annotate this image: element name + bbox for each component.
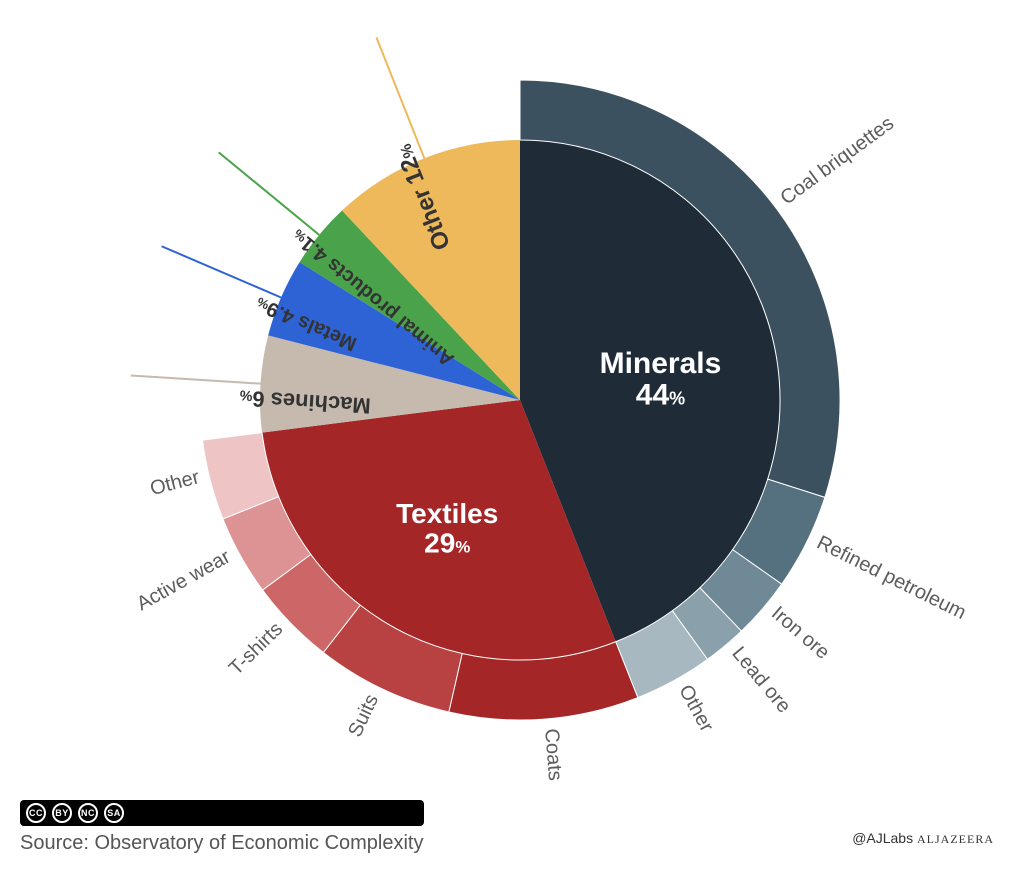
segment-label-active: Active wear — [133, 546, 234, 616]
segment-label-refpet: Refined petroleum — [813, 532, 969, 624]
pie-chart: Coal briquettes Refined petroleumIron ore… — [0, 0, 1024, 877]
leader-other — [376, 37, 424, 158]
cc-icon: CC — [26, 803, 46, 823]
segment-label-leadore: Lead ore — [727, 643, 794, 718]
nc-icon: NC — [78, 803, 98, 823]
footer: CC BY NC SA Source: Observatory of Econo… — [20, 800, 424, 855]
credits: @AJLabs ALJAZEERA — [852, 830, 994, 847]
leader-metals — [162, 246, 281, 297]
segment-label-coal: Coal briquettes — [776, 112, 898, 209]
leader-machines — [131, 376, 261, 384]
segment-label-tshirts: T-shirts — [225, 618, 287, 680]
segment-label-tex-other: Other — [148, 466, 202, 500]
segment-label-ironore: Iron ore — [767, 602, 834, 664]
segment-label-min-other: Other — [674, 681, 717, 736]
segment-label-coats: Coats — [540, 728, 566, 782]
by-icon: BY — [52, 803, 72, 823]
sa-icon: SA — [104, 803, 124, 823]
source-text: Source: Observatory of Economic Complexi… — [20, 832, 424, 855]
cc-license-badge: CC BY NC SA — [20, 800, 424, 826]
segment-label-suits: Suits — [344, 691, 383, 741]
credits-brand: ALJAZEERA — [917, 832, 994, 846]
credits-handle: @AJLabs — [852, 830, 913, 846]
leader-animal — [219, 152, 319, 235]
